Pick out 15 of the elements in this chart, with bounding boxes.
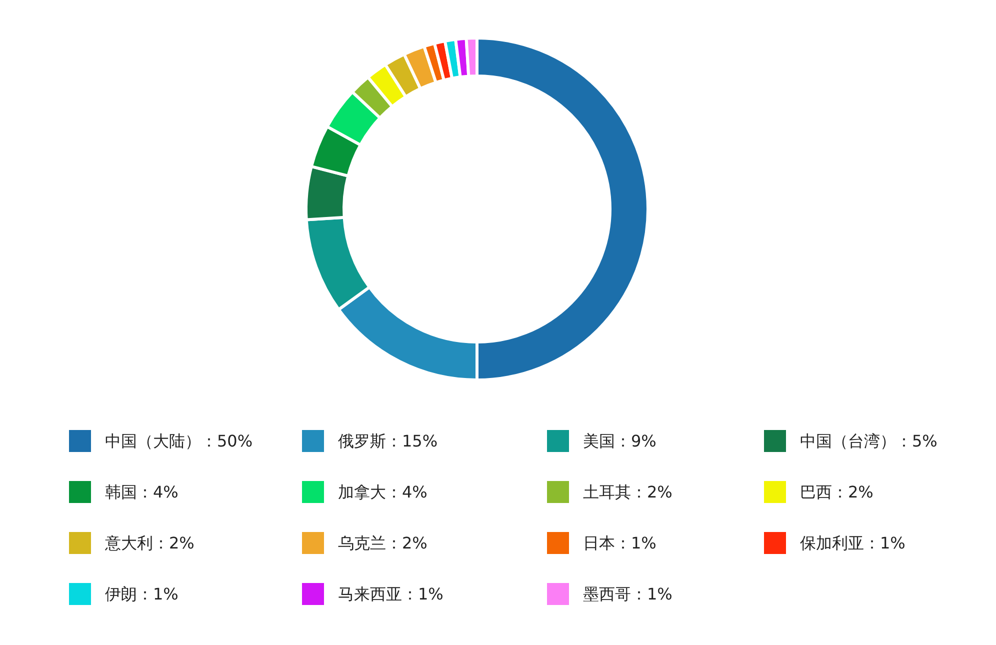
legend-label: 加拿大：4% bbox=[338, 482, 428, 502]
legend-label: 墨西哥：1% bbox=[583, 584, 672, 604]
legend-label: 巴西：2% bbox=[800, 482, 874, 502]
legend-label: 土耳其：2% bbox=[583, 482, 672, 502]
legend-label: 俄罗斯：15% bbox=[338, 432, 438, 450]
legend-label: 乌克兰：2% bbox=[338, 534, 428, 552]
legend-label: 美国：9% bbox=[583, 432, 656, 450]
legend-label: 日本：1% bbox=[583, 534, 656, 552]
legend-label: 中国（大陆）：50% bbox=[105, 432, 253, 450]
legend-label: 马来西亚：1% bbox=[338, 584, 444, 604]
legend-label: 伊朗：1% bbox=[105, 584, 178, 604]
legend-label: 中国（台湾）：5% bbox=[800, 432, 938, 450]
legend-label: 韩国：4% bbox=[105, 482, 178, 502]
legend-label: 意大利：2% bbox=[104, 534, 194, 552]
legend-label: 保加利亚：1% bbox=[800, 534, 906, 552]
